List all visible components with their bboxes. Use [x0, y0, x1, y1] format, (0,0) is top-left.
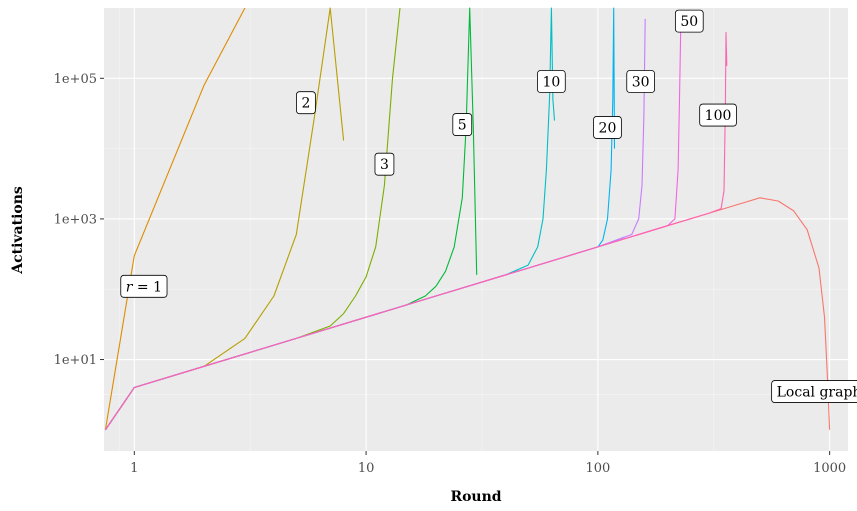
series-labels: Local graph r = 1 2 3 5 10 20 30 50 100 — [120, 9, 857, 403]
series-label-text: 100 — [705, 108, 732, 124]
grid-minor — [104, 8, 848, 451]
series-label-box — [626, 70, 655, 93]
y-tick-label: 1e+05 — [54, 72, 97, 87]
series-label-box — [120, 274, 168, 298]
series-label-0: Local graph — [771, 380, 857, 403]
series-label-text: 20 — [599, 120, 617, 136]
x-tick-label: 1 — [130, 461, 138, 476]
series-line-11 — [104, 31, 728, 431]
series-label-text: 5 — [458, 118, 467, 134]
series-label-box — [699, 103, 737, 127]
series-label-box — [537, 70, 566, 93]
series-label-text: Local graph — [777, 385, 857, 401]
series-label-box — [771, 380, 857, 403]
y-axis-title: Activations — [10, 186, 26, 275]
series-label-text: 30 — [632, 75, 650, 91]
series-lines — [104, 7, 831, 431]
y-tick-label: 1e+01 — [54, 353, 97, 368]
series-label-box — [374, 152, 395, 176]
series-label-11: 100 — [699, 103, 737, 127]
series-label-2: 2 — [296, 91, 316, 115]
series-label-text: 50 — [680, 14, 698, 30]
series-line-1 — [104, 7, 246, 430]
series-label-box — [296, 91, 316, 115]
x-tick-label: 100 — [585, 461, 610, 476]
series-label-10: 50 — [674, 9, 704, 33]
y-tick-label: 1e+03 — [54, 212, 97, 227]
series-label-1: r = 1 — [120, 274, 168, 298]
series-label-4: 5 — [452, 113, 473, 136]
x-axis-ticks: 1 10 100 1000 — [130, 451, 846, 476]
x-tick-label: 10 — [358, 461, 375, 476]
series-label-text: 10 — [542, 75, 560, 91]
x-axis-title: Round — [450, 489, 501, 505]
series-label-7: 20 — [593, 116, 622, 139]
series-label-9: 30 — [626, 70, 655, 93]
series-label-box — [674, 9, 704, 33]
series-label-6: 10 — [537, 70, 566, 93]
grid-major — [104, 8, 848, 451]
series-label-box — [452, 113, 473, 136]
y-axis-ticks: 1e+01 1e+03 1e+05 — [54, 72, 104, 368]
series-label-3: 3 — [374, 152, 395, 176]
series-label-text: r = 1 — [126, 279, 162, 295]
series-label-text: 3 — [380, 157, 389, 173]
series-label-box — [593, 116, 622, 139]
series-label-text: 2 — [301, 96, 310, 112]
x-tick-label: 1000 — [813, 461, 846, 476]
